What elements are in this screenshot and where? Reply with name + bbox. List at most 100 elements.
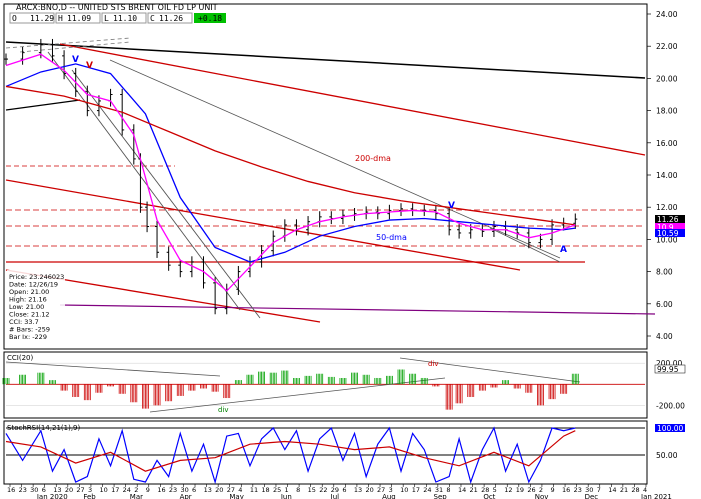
trend-line-grey xyxy=(489,227,561,263)
open-label: O xyxy=(12,14,17,23)
stoch-title: StochRSI(14,21(1),9) xyxy=(7,424,80,432)
x-tick-label: 23 xyxy=(169,486,177,494)
x-tick-label: 13 xyxy=(204,486,212,494)
x-tick-label: 30 xyxy=(30,486,38,494)
y-tick-label: 200.00 xyxy=(656,359,682,368)
x-tick-label: 23 xyxy=(19,486,27,494)
cci-divergence-line xyxy=(149,377,446,413)
50-dma-label: 50-dma xyxy=(376,233,407,242)
trend-line-black xyxy=(5,41,646,79)
x-tick-label: 9 xyxy=(146,486,150,494)
x-tick-label: 23 xyxy=(574,486,582,494)
x-month-label: Mar xyxy=(130,493,143,499)
x-tick-label: 28 xyxy=(631,486,639,494)
x-tick-label: 24 xyxy=(123,486,131,494)
50-dma-tag xyxy=(655,229,685,237)
x-tick-label: 2 xyxy=(134,486,138,494)
low-value: 11.10 xyxy=(113,14,137,23)
open-value: 11.29 xyxy=(30,14,54,23)
ma-line xyxy=(5,63,576,263)
x-month-label: Aug xyxy=(382,493,396,499)
close-value: 11.26 xyxy=(159,14,183,23)
x-tick-label: 8 xyxy=(296,486,300,494)
v-marker: V xyxy=(448,201,455,211)
x-tick-label: 22 xyxy=(319,486,327,494)
close-label: C xyxy=(150,14,155,23)
price-panel xyxy=(3,3,648,350)
info-box: Price: 23.246023 Date: 12/26/19 Open: 21… xyxy=(7,270,65,342)
high-label: H xyxy=(58,14,63,23)
change-value: +0.18 xyxy=(198,14,222,23)
x-month-label: Dec xyxy=(585,493,599,499)
trend-line-grey xyxy=(71,69,261,319)
high-value: 11.09 xyxy=(67,14,91,23)
info-line: Price: 23.246023 xyxy=(9,273,64,281)
stoch-lines xyxy=(5,426,576,485)
x-tick-label: 6 xyxy=(42,486,46,494)
x-tick-label: 6 xyxy=(192,486,196,494)
x-tick-label: 12 xyxy=(504,486,512,494)
50-dma-tag-value: 10.59 xyxy=(657,229,679,238)
x-tick-label: 8 xyxy=(446,486,450,494)
x-tick-label: 4 xyxy=(643,486,647,494)
x-tick-label: 6 xyxy=(342,486,346,494)
y-tick-label: 10.00 xyxy=(656,235,678,244)
x-month-label: Jun xyxy=(280,493,292,499)
x-tick-label: 9 xyxy=(550,486,554,494)
info-line: Close: 21.12 xyxy=(9,311,50,319)
x-tick-label: 10 xyxy=(100,486,108,494)
x-tick-label: 16 xyxy=(7,486,15,494)
cci-div-label: div xyxy=(218,406,229,414)
x-month-label: Nov xyxy=(535,493,549,499)
v-marker: V xyxy=(86,61,93,71)
cci-bars xyxy=(2,369,579,410)
x-tick-label: 30 xyxy=(585,486,593,494)
low-label: L xyxy=(104,14,109,23)
x-tick-label: 27 xyxy=(76,486,84,494)
y-tick-label: 8.00 xyxy=(656,268,673,277)
cci-tag xyxy=(654,364,686,374)
y-tick-label: 18.00 xyxy=(656,107,678,116)
x-tick-label: 17 xyxy=(111,486,119,494)
last-price-value: 11.26 xyxy=(657,215,679,224)
y-tick-label: 24.00 xyxy=(656,10,678,19)
x-tick-label: 5 xyxy=(493,486,497,494)
x-tick-label: 2 xyxy=(539,486,543,494)
x-tick-label: 31 xyxy=(435,486,443,494)
stoch-tag xyxy=(655,424,685,432)
info-line: Date: 12/26/19 xyxy=(9,281,58,289)
a-marker: A xyxy=(560,245,567,255)
x-month-label: Jan 2020 xyxy=(36,493,68,499)
v-marker: V xyxy=(72,55,79,65)
x-tick-label: 14 xyxy=(608,486,616,494)
ma-tag xyxy=(655,223,685,231)
series-lines xyxy=(5,53,576,292)
x-tick-label: 1 xyxy=(285,486,289,494)
x-tick-label: 19 xyxy=(516,486,524,494)
x-tick-label: 16 xyxy=(562,486,570,494)
trend-line-grey xyxy=(109,59,561,259)
trend-line-grey xyxy=(47,51,241,311)
cci-divergence-line xyxy=(399,357,581,383)
stoch-line xyxy=(5,426,576,485)
x-tick-label: 21 xyxy=(620,486,628,494)
info-line: Low: 21.00 xyxy=(9,303,44,311)
x-tick-label: 21 xyxy=(470,486,478,494)
x-axis: 16 23 30 6 13 20 27 3 10 17 24 2 9 16 23 30 6 13 20 27 4 11 18… xyxy=(7,484,672,499)
cci-divergence-line xyxy=(5,361,221,377)
close-field xyxy=(147,12,193,24)
x-tick-label: 11 xyxy=(250,486,258,494)
y-tick-label: 50.00 xyxy=(656,451,678,460)
x-tick-label: 26 xyxy=(527,486,535,494)
x-tick-label: 17 xyxy=(412,486,420,494)
x-tick-label: 28 xyxy=(481,486,489,494)
x-tick-label: 4 xyxy=(238,486,242,494)
x-tick-label: 10 xyxy=(400,486,408,494)
x-tick-label: 30 xyxy=(180,486,188,494)
trend-line-black xyxy=(5,99,81,111)
y-tick-label: -200.00 xyxy=(656,401,685,410)
y-tick-label: 4.00 xyxy=(656,332,673,341)
y-tick-label: 12.00 xyxy=(656,203,678,212)
channel-line-red xyxy=(5,179,521,271)
